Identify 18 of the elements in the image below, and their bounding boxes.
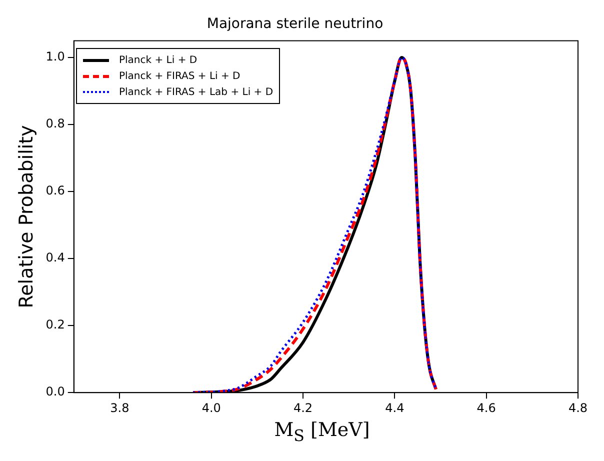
x-axis-title: M$_{S}$ [MeV] bbox=[273, 418, 371, 447]
y-tick-label: 1.0 bbox=[46, 50, 65, 64]
x-tick-label: 4.8 bbox=[568, 400, 588, 415]
y-axis-title: Relative Probability bbox=[15, 125, 38, 308]
legend-label: Planck + FIRAS + Li + D bbox=[119, 70, 240, 82]
x-tick-label: 3.8 bbox=[110, 400, 130, 415]
y-tick-label: 0.8 bbox=[46, 116, 65, 131]
legend-label: Planck + FIRAS + Lab + Li + D bbox=[119, 86, 274, 98]
y-tick-label: 0.4 bbox=[46, 250, 65, 265]
chart-title: Majorana sterile neutrino bbox=[206, 16, 384, 32]
legend-label: Planck + Li + D bbox=[119, 54, 198, 66]
x-tick-label: 4.2 bbox=[293, 400, 313, 415]
y-tick-label: 0.0 bbox=[46, 384, 65, 399]
x-tick-label: 4.0 bbox=[202, 400, 221, 415]
x-tick-label: 4.6 bbox=[476, 400, 496, 415]
x-tick-label: 4.4 bbox=[385, 400, 404, 415]
y-tick-label: 0.2 bbox=[46, 318, 65, 332]
y-tick-label: 0.6 bbox=[46, 184, 65, 198]
